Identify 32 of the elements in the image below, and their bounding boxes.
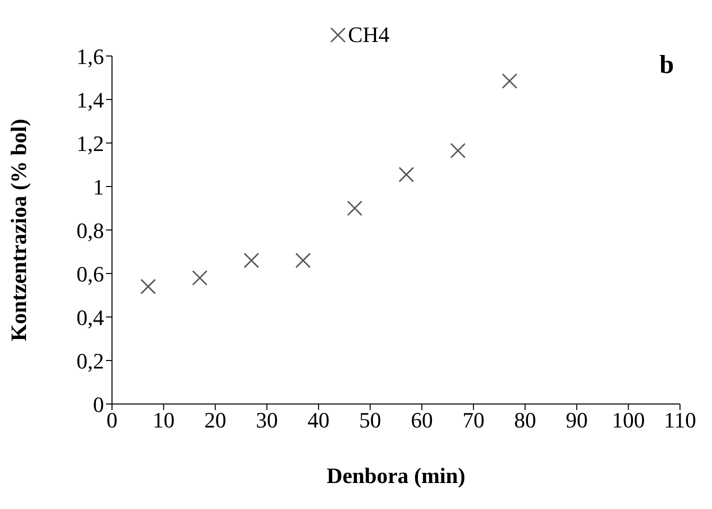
point <box>244 252 260 268</box>
x-tick-label: 60 <box>410 408 433 433</box>
y-tick-label: 1,4 <box>76 87 104 112</box>
y-tick-label: 0,2 <box>76 348 104 374</box>
annotation: b <box>660 50 674 80</box>
point <box>140 278 156 294</box>
y-tick-label: 0,4 <box>76 304 104 330</box>
point <box>192 270 208 286</box>
y-tick-label: 1 <box>93 174 104 200</box>
x-tick-label: 110 <box>664 408 696 433</box>
y-tick-label: 1,2 <box>76 130 104 156</box>
x-tick-label: 10 <box>152 408 175 433</box>
x-tick-label: 70 <box>462 408 484 433</box>
y-tick-label: 0,6 <box>76 261 104 286</box>
y-axis-title: Kontzentrazioa (% bol) <box>6 118 31 342</box>
x-tick-label: 80 <box>514 408 536 433</box>
x-axis-title: Denbora (min) <box>326 463 466 488</box>
x-tick-label: 100 <box>612 408 645 433</box>
point <box>295 252 311 268</box>
legend-label: CH4 <box>347 22 390 48</box>
x-tick-label: 40 <box>308 408 330 433</box>
point <box>346 200 362 216</box>
x-tick-label: 30 <box>256 408 278 433</box>
y-tick-label: 0,8 <box>76 218 104 243</box>
x-tick-label: 90 <box>566 408 588 433</box>
point <box>450 142 466 158</box>
y-tick-label: 0 <box>93 392 104 417</box>
x-tick-label: 50 <box>359 408 382 433</box>
y-tick-label: 1,6 <box>76 44 104 69</box>
point <box>398 166 414 182</box>
point <box>502 73 518 89</box>
x-tick-label: 20 <box>204 408 226 433</box>
